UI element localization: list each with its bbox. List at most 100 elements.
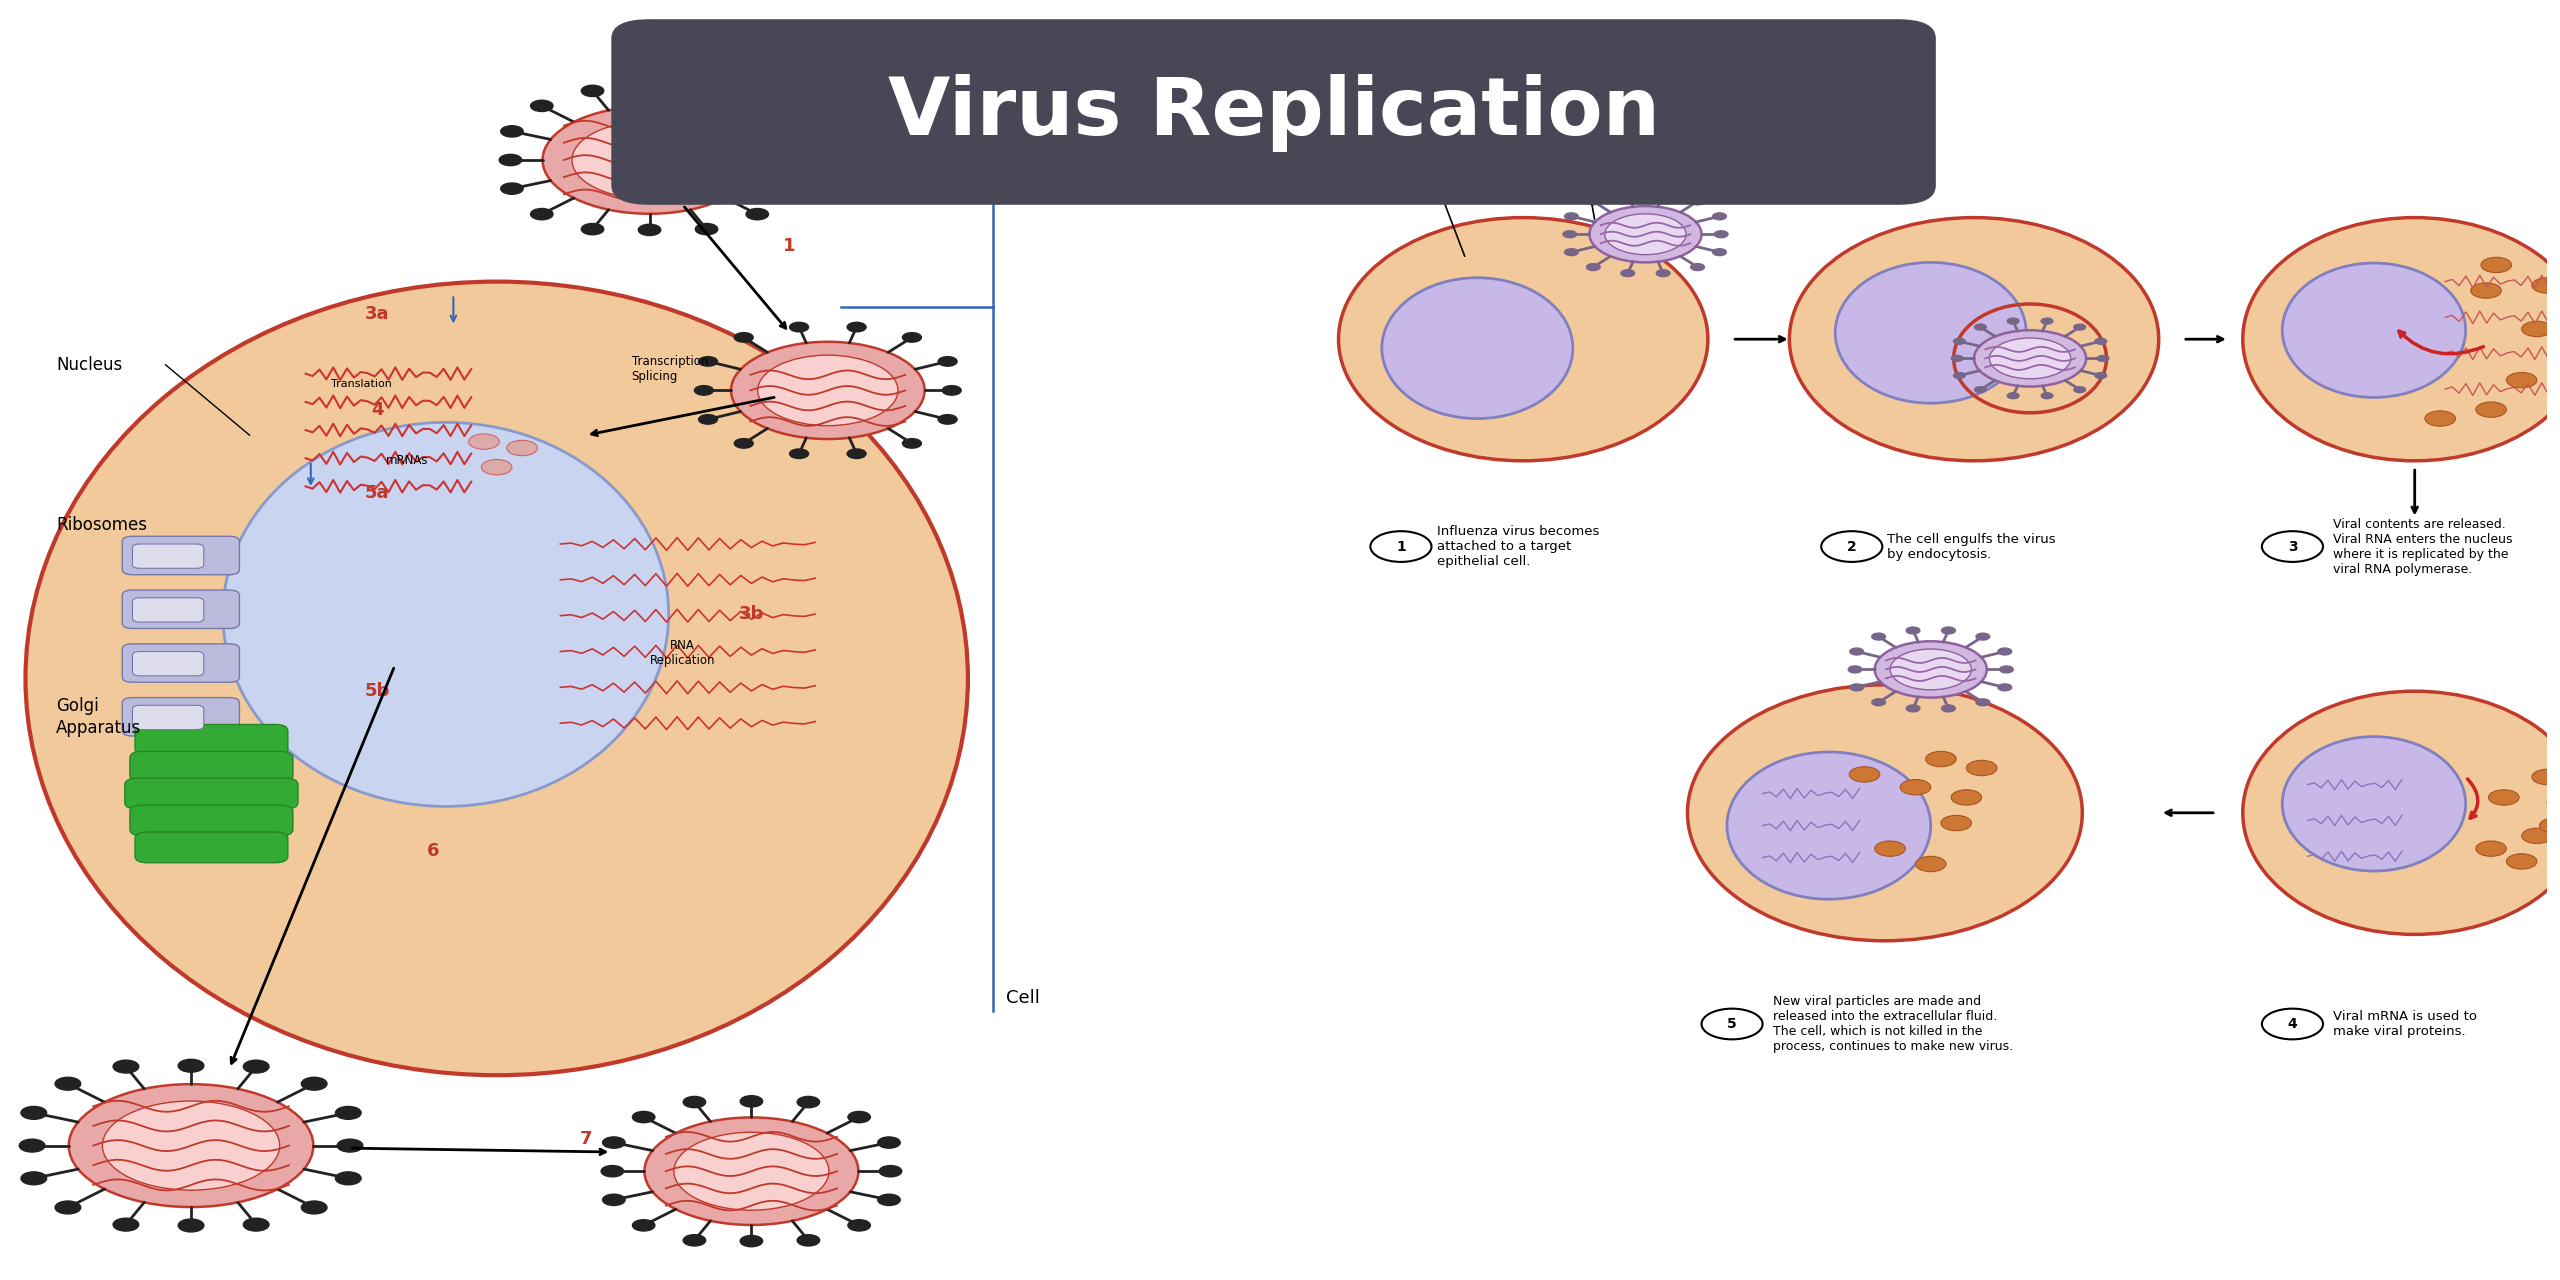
- Circle shape: [778, 155, 799, 165]
- Circle shape: [735, 333, 753, 342]
- Circle shape: [2094, 338, 2107, 344]
- Text: Ribosomes: Ribosomes: [56, 516, 146, 534]
- Circle shape: [1953, 372, 1966, 379]
- Ellipse shape: [673, 1133, 829, 1210]
- Circle shape: [1907, 705, 1920, 712]
- Ellipse shape: [102, 1101, 279, 1190]
- FancyBboxPatch shape: [125, 778, 297, 809]
- FancyBboxPatch shape: [133, 652, 205, 676]
- Circle shape: [581, 86, 604, 96]
- Circle shape: [1976, 699, 1989, 705]
- Circle shape: [20, 1139, 46, 1152]
- Circle shape: [1620, 270, 1636, 276]
- Text: 3a: 3a: [364, 305, 389, 323]
- Text: 4: 4: [2289, 1018, 2296, 1030]
- Text: 4: 4: [371, 401, 384, 419]
- Circle shape: [56, 1078, 82, 1091]
- Circle shape: [2552, 300, 2560, 315]
- Text: 5: 5: [1728, 1018, 1736, 1030]
- Circle shape: [1940, 627, 1956, 634]
- Circle shape: [637, 84, 660, 96]
- Circle shape: [602, 1194, 625, 1206]
- Circle shape: [338, 1139, 364, 1152]
- Circle shape: [2540, 818, 2560, 833]
- Circle shape: [2094, 372, 2107, 379]
- Circle shape: [1370, 531, 1431, 562]
- Circle shape: [2476, 402, 2506, 417]
- Circle shape: [1848, 767, 1879, 782]
- Circle shape: [302, 1078, 328, 1091]
- Circle shape: [1820, 531, 1882, 562]
- Circle shape: [2074, 387, 2086, 393]
- Circle shape: [937, 415, 957, 424]
- Circle shape: [502, 125, 522, 137]
- Text: 6: 6: [428, 842, 440, 860]
- Circle shape: [1690, 264, 1705, 270]
- Circle shape: [776, 125, 799, 137]
- Circle shape: [302, 1201, 328, 1213]
- Circle shape: [796, 1235, 819, 1245]
- Ellipse shape: [1874, 641, 1987, 698]
- Ellipse shape: [543, 106, 758, 214]
- Circle shape: [113, 1060, 138, 1073]
- FancyBboxPatch shape: [133, 544, 205, 568]
- Circle shape: [2074, 324, 2086, 330]
- Circle shape: [847, 1220, 870, 1231]
- Circle shape: [20, 1106, 46, 1119]
- Circle shape: [530, 100, 553, 111]
- Circle shape: [878, 1137, 901, 1148]
- Circle shape: [499, 155, 522, 165]
- Circle shape: [1564, 212, 1580, 220]
- Circle shape: [602, 1137, 625, 1148]
- Ellipse shape: [1789, 218, 2158, 461]
- Circle shape: [2506, 372, 2537, 388]
- Circle shape: [904, 439, 922, 448]
- Circle shape: [847, 323, 865, 332]
- Circle shape: [1974, 387, 1987, 393]
- FancyBboxPatch shape: [133, 598, 205, 622]
- Ellipse shape: [1728, 753, 1930, 899]
- Ellipse shape: [1687, 685, 2081, 941]
- FancyBboxPatch shape: [123, 644, 241, 682]
- Circle shape: [2097, 356, 2109, 361]
- Ellipse shape: [1339, 218, 1708, 461]
- Circle shape: [2040, 319, 2053, 324]
- Ellipse shape: [1605, 214, 1687, 255]
- Circle shape: [796, 1097, 819, 1107]
- Circle shape: [1564, 248, 1580, 256]
- Ellipse shape: [2284, 737, 2465, 872]
- Circle shape: [1940, 815, 1971, 831]
- Circle shape: [2007, 319, 2020, 324]
- Circle shape: [2547, 347, 2560, 362]
- Circle shape: [847, 449, 865, 458]
- Text: 1: 1: [1395, 540, 1405, 553]
- FancyBboxPatch shape: [131, 751, 292, 782]
- Circle shape: [878, 1194, 901, 1206]
- Circle shape: [602, 1166, 625, 1176]
- Text: Influenza virus becomes
attached to a target
epithelial cell.: Influenza virus becomes attached to a ta…: [1436, 525, 1600, 568]
- Circle shape: [684, 1097, 707, 1107]
- Circle shape: [2481, 257, 2511, 273]
- Circle shape: [696, 224, 717, 234]
- Circle shape: [2476, 841, 2506, 856]
- FancyBboxPatch shape: [123, 536, 241, 575]
- Text: 2: 2: [1846, 540, 1856, 553]
- Circle shape: [942, 385, 960, 396]
- Circle shape: [632, 1111, 655, 1123]
- Text: 3b: 3b: [740, 605, 763, 623]
- Circle shape: [581, 224, 604, 234]
- Circle shape: [179, 1060, 205, 1073]
- Text: Nucleus: Nucleus: [56, 356, 123, 374]
- Circle shape: [243, 1060, 269, 1073]
- Circle shape: [2522, 321, 2552, 337]
- Circle shape: [1715, 230, 1728, 238]
- Circle shape: [788, 323, 809, 332]
- Circle shape: [745, 100, 768, 111]
- Circle shape: [1953, 338, 1966, 344]
- Circle shape: [1999, 666, 2012, 673]
- Ellipse shape: [1382, 278, 1572, 419]
- Ellipse shape: [645, 1117, 858, 1225]
- Circle shape: [2547, 795, 2560, 810]
- Circle shape: [1976, 634, 1989, 640]
- Circle shape: [1951, 356, 1964, 361]
